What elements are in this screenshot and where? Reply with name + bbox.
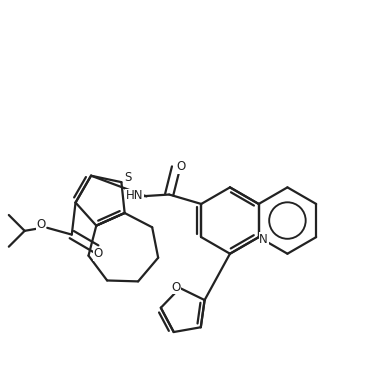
Text: O: O	[93, 247, 103, 261]
Text: O: O	[172, 281, 181, 294]
Text: HN: HN	[126, 189, 143, 202]
Text: S: S	[124, 171, 132, 184]
Text: O: O	[37, 218, 46, 231]
Text: O: O	[176, 160, 185, 173]
Text: N: N	[259, 233, 268, 245]
